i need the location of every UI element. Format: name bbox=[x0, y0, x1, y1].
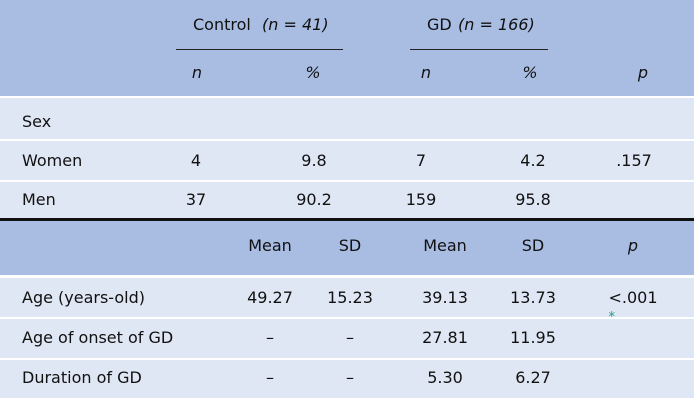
row-band bbox=[0, 360, 694, 398]
column-header: p bbox=[627, 236, 639, 255]
row-label: Age of onset of GD bbox=[22, 328, 174, 347]
group-name: GD bbox=[427, 15, 452, 34]
row-label: Age (years-old) bbox=[22, 288, 146, 307]
cell: – bbox=[266, 368, 274, 387]
cell: 11.95 bbox=[510, 328, 556, 347]
group-rule bbox=[410, 49, 548, 50]
header-band bbox=[0, 0, 694, 96]
cell: 13.73 bbox=[510, 288, 556, 307]
column-header: n bbox=[191, 63, 203, 82]
cell: 4 bbox=[190, 151, 202, 170]
cell: – bbox=[266, 328, 274, 347]
cell: 27.81 bbox=[422, 328, 468, 347]
divider bbox=[0, 218, 694, 221]
header-band bbox=[0, 221, 694, 275]
cell: – bbox=[346, 368, 354, 387]
cell: 6.27 bbox=[515, 368, 551, 387]
row-band bbox=[0, 319, 694, 358]
significance-mark: * bbox=[608, 310, 615, 325]
cell: .157 bbox=[616, 151, 652, 170]
cell: 90.2 bbox=[296, 190, 332, 209]
cell: 37 bbox=[185, 190, 207, 209]
row-label: Women bbox=[22, 151, 83, 170]
group-name: Control bbox=[193, 15, 251, 34]
cell: 159 bbox=[405, 190, 437, 209]
group-n: (n = 166) bbox=[458, 15, 535, 34]
row-label: Duration of GD bbox=[22, 368, 142, 387]
cell: <.001 * bbox=[608, 288, 657, 328]
row-band bbox=[0, 141, 694, 180]
column-header: % bbox=[522, 63, 538, 82]
cell: 5.30 bbox=[427, 368, 463, 387]
cell: 39.13 bbox=[422, 288, 468, 307]
group-rule bbox=[176, 49, 343, 50]
row-label: Men bbox=[22, 190, 56, 209]
cell: 95.8 bbox=[515, 190, 551, 209]
cell: – bbox=[346, 328, 354, 347]
cell: 4.2 bbox=[520, 151, 546, 170]
cell: 49.27 bbox=[247, 288, 293, 307]
group-n: (n = 41) bbox=[262, 15, 329, 34]
column-header: Mean bbox=[423, 236, 467, 255]
cell: 9.8 bbox=[301, 151, 327, 170]
column-header: SD bbox=[338, 236, 362, 255]
column-header: Mean bbox=[248, 236, 292, 255]
column-header: % bbox=[305, 63, 321, 82]
cell: 15.23 bbox=[327, 288, 373, 307]
row-band bbox=[0, 278, 694, 317]
cell: 7 bbox=[415, 151, 427, 170]
column-header: p bbox=[637, 63, 649, 82]
row-band bbox=[0, 182, 694, 218]
row-band bbox=[0, 98, 694, 139]
column-header: n bbox=[420, 63, 432, 82]
section-label: Sex bbox=[22, 112, 52, 131]
column-header: SD bbox=[521, 236, 545, 255]
